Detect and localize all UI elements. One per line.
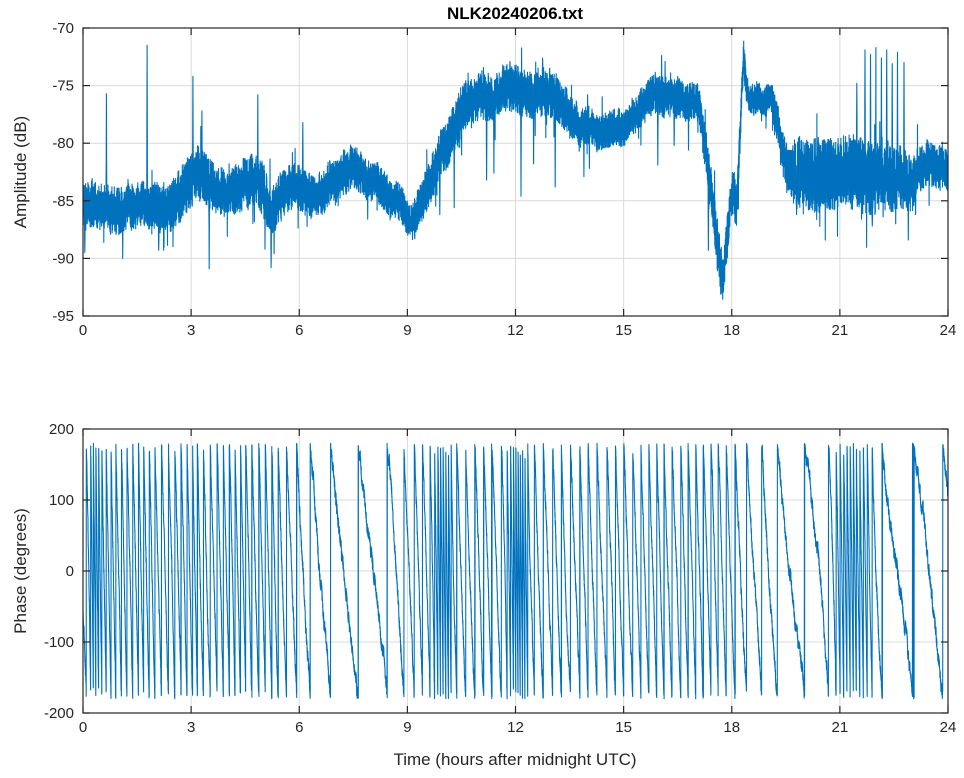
y-tick-label: -90 (52, 250, 74, 267)
y-tick-label: -80 (52, 135, 74, 152)
phase-y-axis-label: Phase (degrees) (11, 508, 30, 634)
x-tick-label: 15 (615, 719, 632, 736)
y-tick-label: 100 (49, 492, 74, 509)
y-tick-label: 0 (66, 563, 74, 580)
x-tick-label: 21 (832, 322, 849, 339)
x-tick-label: 6 (295, 322, 303, 339)
x-axis-label: Time (hours after midnight UTC) (393, 750, 636, 769)
x-tick-label: 0 (79, 719, 87, 736)
phase-plot: 0 3 6 9 12 15 18 21 24 200 100 0 -100 -200 Phase (deg… (11, 421, 956, 769)
phase-trace (83, 442, 948, 700)
amplitude-trace (83, 40, 948, 300)
x-tick-label: 6 (295, 719, 303, 736)
y-tick-label: -100 (44, 634, 74, 651)
y-tick-label: -85 (52, 193, 74, 210)
amplitude-y-axis-label: Amplitude (dB) (11, 116, 30, 228)
amplitude-plot: 0 3 6 9 12 15 18 21 24 -70 -75 -80 -85 -90 -95 NLK2024… (11, 4, 956, 339)
x-tick-label: 3 (187, 719, 195, 736)
x-tick-label: 24 (940, 322, 957, 339)
y-tick-label: -75 (52, 78, 74, 95)
y-tick-label: -200 (44, 705, 74, 722)
y-tick-label: -70 (52, 20, 74, 37)
phase-axes-frame (82, 428, 949, 714)
y-tick-label: 200 (49, 421, 74, 438)
amplitude-tick-labels: 0 3 6 9 12 15 18 21 24 -70 -75 -80 -85 -90 -95 (52, 20, 956, 339)
x-tick-label: 3 (187, 322, 195, 339)
x-tick-label: 9 (403, 719, 411, 736)
x-tick-label: 15 (615, 322, 632, 339)
amplitude-axes-frame (82, 27, 949, 317)
x-tick-label: 24 (940, 719, 957, 736)
x-tick-label: 12 (507, 322, 524, 339)
y-tick-label: -95 (52, 308, 74, 325)
x-tick-label: 9 (403, 322, 411, 339)
x-tick-label: 18 (723, 719, 740, 736)
x-tick-label: 21 (832, 719, 849, 736)
phase-tick-labels: 0 3 6 9 12 15 18 21 24 200 100 0 -100 -200 (44, 421, 956, 736)
x-tick-label: 18 (723, 322, 740, 339)
x-tick-label: 0 (79, 322, 87, 339)
x-tick-label: 12 (507, 719, 524, 736)
figure-title: NLK20240206.txt (447, 4, 583, 23)
